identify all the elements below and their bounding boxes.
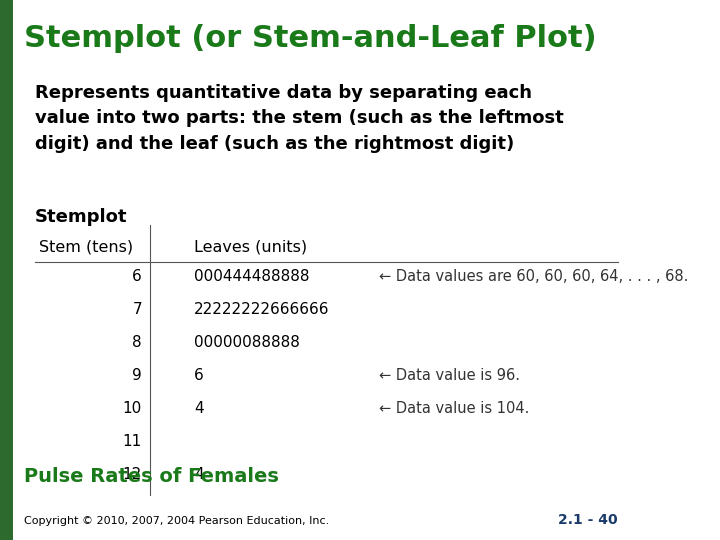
Text: 12: 12 — [122, 467, 142, 482]
Text: 9: 9 — [132, 368, 142, 383]
Text: 000444488888: 000444488888 — [194, 269, 310, 284]
Text: ← Data values are 60, 60, 60, 64, . . . , 68.: ← Data values are 60, 60, 60, 64, . . . … — [379, 269, 688, 284]
Text: ← Data value is 104.: ← Data value is 104. — [379, 401, 529, 416]
Text: Pulse Rates of Females: Pulse Rates of Females — [24, 467, 279, 486]
Text: 4: 4 — [194, 401, 204, 416]
Text: 6: 6 — [194, 368, 204, 383]
Text: Stemplot (or Stem-and-Leaf Plot): Stemplot (or Stem-and-Leaf Plot) — [24, 24, 597, 53]
Text: Leaves (units): Leaves (units) — [194, 239, 307, 254]
Text: Copyright © 2010, 2007, 2004 Pearson Education, Inc.: Copyright © 2010, 2007, 2004 Pearson Edu… — [24, 516, 330, 526]
Text: 4: 4 — [194, 467, 204, 482]
Text: ← Data value is 96.: ← Data value is 96. — [379, 368, 520, 383]
Text: Stem (tens): Stem (tens) — [39, 239, 133, 254]
Text: 00000088888: 00000088888 — [194, 335, 300, 350]
Text: 7: 7 — [132, 302, 142, 317]
Text: 11: 11 — [122, 434, 142, 449]
Text: 2.1 - 40: 2.1 - 40 — [558, 512, 618, 526]
Text: 10: 10 — [122, 401, 142, 416]
Text: 22222222666666: 22222222666666 — [194, 302, 330, 317]
Text: Represents quantitative data by separating each
value into two parts: the stem (: Represents quantitative data by separati… — [35, 84, 564, 153]
Text: 8: 8 — [132, 335, 142, 350]
Text: Stemplot: Stemplot — [35, 208, 127, 226]
Text: 6: 6 — [132, 269, 142, 284]
